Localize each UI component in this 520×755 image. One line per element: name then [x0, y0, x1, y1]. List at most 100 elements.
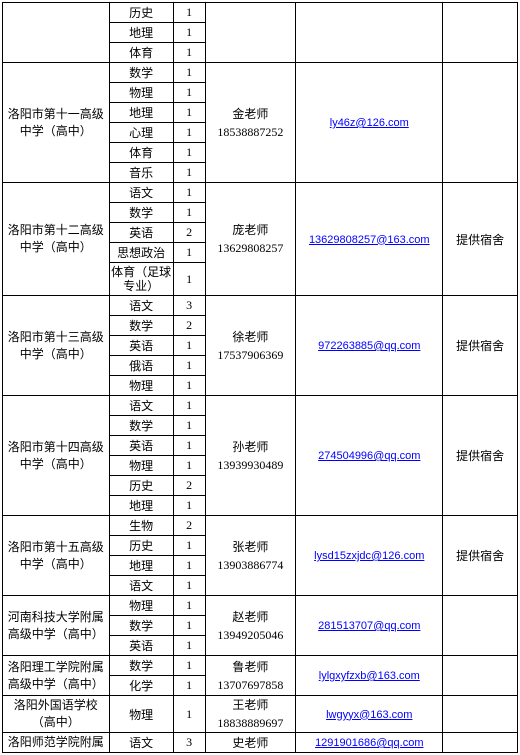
school-cell: 河南科技大学附属高级中学（高中）	[3, 596, 110, 656]
count-cell: 1	[173, 43, 205, 63]
count-cell: 3	[173, 296, 205, 316]
contact-phone: 13949205046	[206, 626, 296, 644]
email-cell[interactable]: 972263885@qq.com	[296, 296, 443, 396]
table-row: 洛阳市第十三高级中学（高中）语文3徐老师17537906369972263885…	[3, 296, 518, 316]
email-link[interactable]: 972263885@qq.com	[318, 340, 420, 352]
subject-cell: 历史	[109, 3, 173, 23]
school-cell: 洛阳师范学院附属	[3, 733, 110, 753]
count-cell: 1	[173, 496, 205, 516]
subject-cell: 俄语	[109, 356, 173, 376]
email-cell[interactable]: 13629808257@163.com	[296, 183, 443, 296]
school-cell: 洛阳市第十一高级中学（高中）	[3, 63, 110, 183]
count-cell: 1	[173, 103, 205, 123]
count-cell: 1	[173, 656, 205, 676]
count-cell: 1	[173, 396, 205, 416]
note-cell: 提供宿舍	[443, 183, 518, 296]
count-cell: 1	[173, 23, 205, 43]
subject-cell: 物理	[109, 376, 173, 396]
count-cell: 2	[173, 476, 205, 496]
subject-cell: 历史	[109, 476, 173, 496]
table-row: 洛阳师范学院附属语文3史老师1291901686@qq.com	[3, 733, 518, 753]
count-cell: 1	[173, 336, 205, 356]
contact-name: 鲁老师	[206, 658, 296, 676]
table-row: 河南科技大学附属高级中学（高中）物理1赵老师139492050462815137…	[3, 596, 518, 616]
count-cell: 1	[173, 416, 205, 436]
contact-cell: 鲁老师13707697858	[205, 656, 296, 696]
table-row: 洛阳市第十五高级中学（高中）生物2张老师13903886774lysd15zxj…	[3, 516, 518, 536]
subject-cell: 思想政治	[109, 243, 173, 263]
subject-cell: 数学	[109, 616, 173, 636]
email-link[interactable]: 1291901686@qq.com	[315, 737, 423, 749]
subject-cell: 语文	[109, 183, 173, 203]
subject-cell: 体育	[109, 143, 173, 163]
email-cell	[296, 3, 443, 63]
email-cell[interactable]: lwgyyx@163.com	[296, 696, 443, 733]
email-cell[interactable]: 281513707@qq.com	[296, 596, 443, 656]
count-cell: 1	[173, 143, 205, 163]
table-row: 洛阳市第十一高级中学（高中）数学1金老师18538887252ly46z@126…	[3, 63, 518, 83]
count-cell: 1	[173, 376, 205, 396]
subject-cell: 语文	[109, 733, 173, 753]
subject-cell: 化学	[109, 676, 173, 696]
note-cell: 提供宿舍	[443, 516, 518, 596]
subject-cell: 历史	[109, 536, 173, 556]
subject-cell: 数学	[109, 63, 173, 83]
count-cell: 1	[173, 636, 205, 656]
email-cell[interactable]: lysd15zxjdc@126.com	[296, 516, 443, 596]
count-cell: 2	[173, 223, 205, 243]
note-cell	[443, 696, 518, 733]
subject-cell: 英语	[109, 223, 173, 243]
email-cell[interactable]: 1291901686@qq.com	[296, 733, 443, 753]
email-cell[interactable]: 274504996@qq.com	[296, 396, 443, 516]
subject-cell: 语文	[109, 396, 173, 416]
email-link[interactable]: 274504996@qq.com	[318, 450, 420, 462]
subject-cell: 语文	[109, 296, 173, 316]
email-link[interactable]: lwgyyx@163.com	[326, 709, 412, 721]
table-row: 洛阳外国语学校（高中）物理1王老师18838889697lwgyyx@163.c…	[3, 696, 518, 733]
recruitment-table: 历史1地理1体育1洛阳市第十一高级中学（高中）数学1金老师18538887252…	[2, 2, 518, 753]
contact-cell: 张老师13903886774	[205, 516, 296, 596]
contact-phone: 18538887252	[206, 123, 296, 141]
contact-phone: 13903886774	[206, 556, 296, 574]
contact-cell: 庞老师13629808257	[205, 183, 296, 296]
count-cell: 1	[173, 263, 205, 296]
contact-name: 王老师	[206, 696, 296, 714]
count-cell: 1	[173, 183, 205, 203]
note-cell	[443, 733, 518, 753]
subject-cell: 物理	[109, 696, 173, 733]
email-link[interactable]: 281513707@qq.com	[318, 620, 420, 632]
table-row: 洛阳理工学院附属高级中学（高中）数学1鲁老师13707697858lylgxyf…	[3, 656, 518, 676]
school-cell: 洛阳市第十三高级中学（高中）	[3, 296, 110, 396]
subject-cell: 英语	[109, 436, 173, 456]
table-row: 历史1	[3, 3, 518, 23]
contact-phone: 13629808257	[206, 239, 296, 257]
subject-cell: 地理	[109, 556, 173, 576]
count-cell: 1	[173, 576, 205, 596]
contact-name: 孙老师	[206, 438, 296, 456]
subject-cell: 音乐	[109, 163, 173, 183]
contact-cell: 赵老师13949205046	[205, 596, 296, 656]
contact-name: 徐老师	[206, 328, 296, 346]
count-cell: 1	[173, 536, 205, 556]
email-link[interactable]: ly46z@126.com	[330, 117, 409, 129]
contact-cell	[205, 3, 296, 63]
contact-name: 张老师	[206, 538, 296, 556]
email-cell[interactable]: lylgxyfzxb@163.com	[296, 656, 443, 696]
email-cell[interactable]: ly46z@126.com	[296, 63, 443, 183]
subject-cell: 心理	[109, 123, 173, 143]
count-cell: 1	[173, 596, 205, 616]
email-link[interactable]: lylgxyfzxb@163.com	[319, 670, 420, 682]
email-link[interactable]: lysd15zxjdc@126.com	[314, 550, 424, 562]
email-link[interactable]: 13629808257@163.com	[309, 234, 430, 246]
school-cell: 洛阳理工学院附属高级中学（高中）	[3, 656, 110, 696]
school-cell: 洛阳市第十五高级中学（高中）	[3, 516, 110, 596]
count-cell: 2	[173, 316, 205, 336]
subject-cell: 地理	[109, 496, 173, 516]
count-cell: 1	[173, 676, 205, 696]
table-row: 洛阳市第十二高级中学（高中）语文1庞老师13629808257136298082…	[3, 183, 518, 203]
count-cell: 1	[173, 556, 205, 576]
count-cell: 1	[173, 696, 205, 733]
subject-cell: 生物	[109, 516, 173, 536]
contact-cell: 史老师	[205, 733, 296, 753]
count-cell: 2	[173, 516, 205, 536]
